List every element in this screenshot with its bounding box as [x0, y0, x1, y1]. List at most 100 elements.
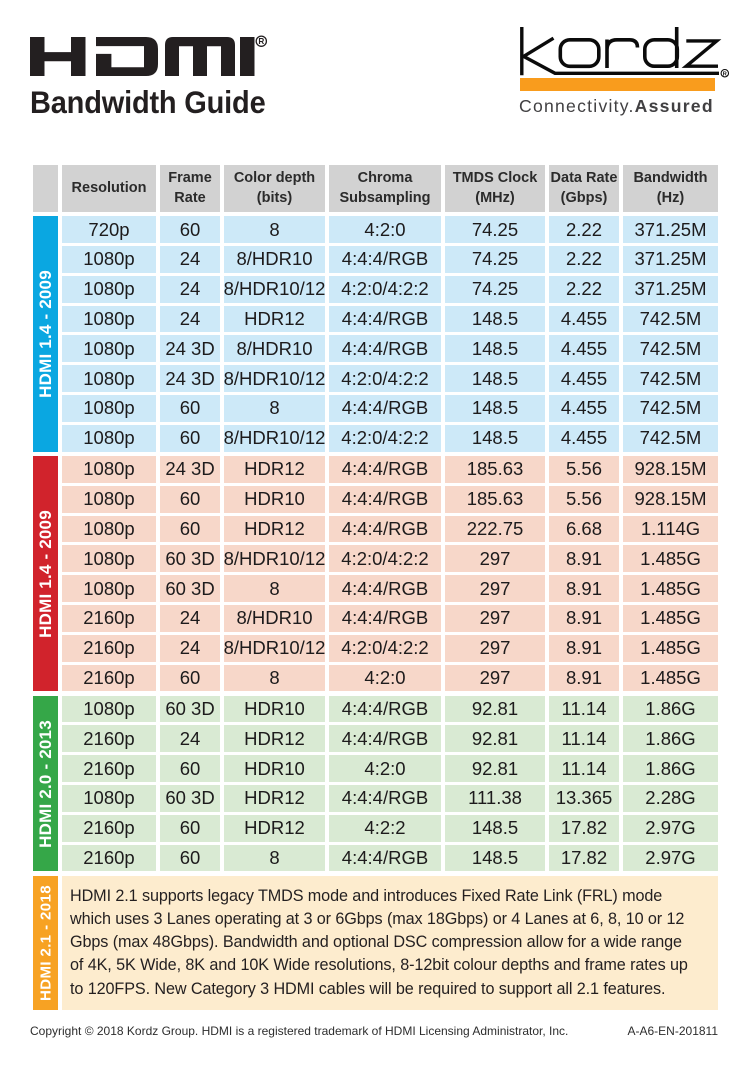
- table-cell: 4:4:4/RGB: [329, 395, 441, 422]
- table-cell: 24: [160, 604, 220, 632]
- table-cell: 720p: [62, 216, 156, 244]
- table-cell: 4:4:4/RGB: [329, 785, 441, 812]
- table-cell: 8.91: [549, 545, 619, 573]
- table-cell: 11.14: [549, 695, 619, 723]
- table-cell: 60: [160, 424, 220, 452]
- table-cell: 1080p: [62, 365, 156, 393]
- table-header-corner: [33, 165, 58, 212]
- table-cell: 17.82: [549, 844, 619, 872]
- table-header-row: Resolution Frame Rate Color depth (bits) Ch…: [33, 165, 718, 212]
- table-cell: 4:2:0: [329, 664, 441, 692]
- table-cell: 60: [160, 216, 220, 244]
- table-cell: 24: [160, 246, 220, 273]
- table-cell: 4:2:0/4:2:2: [329, 424, 441, 452]
- group-sidebar-label: HDMI 1.4 - 2009: [35, 509, 55, 638]
- table-cell: 148.5: [445, 395, 545, 422]
- hdmi-letter-i: [240, 37, 255, 76]
- table-cell: 1080p: [62, 785, 156, 812]
- table-cell: 60: [160, 664, 220, 692]
- table-cell: 1080p: [62, 455, 156, 483]
- kordz-letter-d: [643, 27, 680, 68]
- table-cell: HDR12: [224, 455, 325, 483]
- kordz-letter-z: [681, 39, 722, 68]
- table-cell: 1.485G: [623, 664, 718, 692]
- table-cell: 8.91: [549, 604, 619, 632]
- table-cell: 742.5M: [623, 305, 718, 333]
- table-cell: 60: [160, 485, 220, 513]
- table-cell: 297: [445, 634, 545, 662]
- table-cell: 222.75: [445, 515, 545, 543]
- table-cell: 4:4:4/RGB: [329, 604, 441, 632]
- kordz-registered-circle: [720, 68, 730, 78]
- hdmi-letter-h: [30, 37, 86, 76]
- table-header-cell: Resolution: [62, 165, 156, 212]
- table-cell: 2.97G: [623, 844, 718, 872]
- table-cell: 8.91: [549, 575, 619, 602]
- table-cell: 8.91: [549, 634, 619, 662]
- tagline-regular: Connectivity.: [519, 96, 635, 116]
- table-cell: 8/HDR10/12: [224, 545, 325, 573]
- kordz-logo: R: [520, 27, 730, 78]
- hdmi-letter-d: [96, 37, 158, 76]
- table-cell: 4:4:4/RGB: [329, 335, 441, 363]
- table-cell: 4:4:4/RGB: [329, 844, 441, 872]
- table-cell: 6.68: [549, 515, 619, 543]
- tagline-bold: Assured: [634, 96, 714, 116]
- table-cell: 1080p: [62, 335, 156, 363]
- table-cell: 1.86G: [623, 725, 718, 753]
- table-cell: 148.5: [445, 844, 545, 872]
- kordz-letter-r: [605, 38, 640, 68]
- table-header-cell: Color depth (bits): [224, 165, 325, 212]
- table-cell: 2160p: [62, 844, 156, 872]
- table-cell: 8/HDR10: [224, 246, 325, 273]
- table-cell: 928.15M: [623, 485, 718, 513]
- table-cell: 60 3D: [160, 785, 220, 812]
- table-cell: 742.5M: [623, 395, 718, 422]
- table-cell: 4.455: [549, 335, 619, 363]
- table-cell: 742.5M: [623, 424, 718, 452]
- table-cell: 1080p: [62, 575, 156, 602]
- table-cell: 8/HDR10: [224, 604, 325, 632]
- table-cell: 60 3D: [160, 545, 220, 573]
- table-cell: 92.81: [445, 695, 545, 723]
- table-group: HDMI 1.4 - 2009 720p 60 8 4:2:0 74.25 2.22 371.…: [33, 216, 718, 452]
- table-cell: 2160p: [62, 604, 156, 632]
- table-cell: 2160p: [62, 814, 156, 842]
- bandwidth-table: Resolution Frame Rate Color depth (bits) Ch…: [33, 165, 718, 1010]
- table-cell: 4:4:4/RGB: [329, 575, 441, 602]
- note-body: HDMI 2.1 supports legacy TMDS mode and i…: [62, 875, 718, 1010]
- table-cell: 371.25M: [623, 216, 718, 244]
- table-cell: 2160p: [62, 755, 156, 783]
- table-cell: 742.5M: [623, 365, 718, 393]
- table-cell: 4:4:4/RGB: [329, 515, 441, 543]
- table-cell: 1080p: [62, 485, 156, 513]
- table-cell: HDR12: [224, 725, 325, 753]
- table-cell: 24 3D: [160, 455, 220, 483]
- table-cell: 24: [160, 725, 220, 753]
- table-groups: HDMI 1.4 - 2009 720p 60 8 4:2:0 74.25 2.22 371.…: [33, 216, 718, 872]
- table-cell: 4:4:4/RGB: [329, 305, 441, 333]
- table-cell: 24: [160, 305, 220, 333]
- table-header-cell: Chroma Subsampling: [329, 165, 441, 212]
- table-cell: 148.5: [445, 424, 545, 452]
- table-cell: 8/HDR10/12: [224, 365, 325, 393]
- table-cell: 8/HDR10: [224, 335, 325, 363]
- table-cell: HDR12: [224, 814, 325, 842]
- table-cell: HDR12: [224, 515, 325, 543]
- table-cell: 742.5M: [623, 335, 718, 363]
- table-header-cell: TMDS Clock (MHz): [445, 165, 545, 212]
- table-cell: 4:4:4/RGB: [329, 485, 441, 513]
- table-cell: 4:4:4/RGB: [329, 725, 441, 753]
- table-cell: 4:2:0/4:2:2: [329, 275, 441, 303]
- table-cell: 92.81: [445, 725, 545, 753]
- table-cell: 4:2:0/4:2:2: [329, 634, 441, 662]
- note-text: HDMI 2.1 supports legacy TMDS mode and i…: [70, 886, 688, 998]
- table-cell: HDR10: [224, 695, 325, 723]
- kordz-orange-bar: [520, 78, 715, 91]
- table-cell: 24: [160, 275, 220, 303]
- table-cell: 11.14: [549, 755, 619, 783]
- table-cell: 8: [224, 216, 325, 244]
- table-header-cell: Data Rate (Gbps): [549, 165, 619, 212]
- table-cell: 1080p: [62, 275, 156, 303]
- table-cell: 2.22: [549, 246, 619, 273]
